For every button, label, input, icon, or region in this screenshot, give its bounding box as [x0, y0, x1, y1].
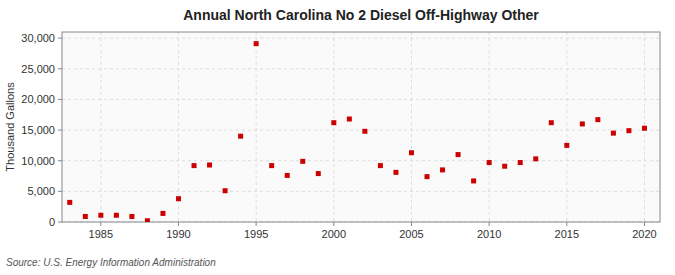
plot-area	[62, 32, 660, 222]
y-tick-label: 0	[49, 216, 55, 228]
tick-mark	[58, 99, 62, 100]
y-tick-label: 30,000	[21, 32, 55, 44]
point	[440, 167, 445, 172]
tick-mark	[178, 222, 179, 226]
points	[67, 41, 647, 222]
point	[564, 143, 569, 148]
x-tick-label: 1985	[89, 228, 113, 240]
point	[362, 129, 367, 134]
tick-mark	[100, 222, 101, 226]
grid-line	[62, 160, 660, 161]
point	[595, 117, 600, 122]
point	[145, 218, 150, 222]
x-tick-label: 1995	[244, 228, 268, 240]
x-tick-label: 2000	[322, 228, 346, 240]
grid-line	[62, 191, 660, 192]
tick-mark	[58, 222, 62, 223]
grid-line	[62, 99, 660, 100]
y-tick-label: 15,000	[21, 124, 55, 136]
grid-line	[256, 32, 257, 222]
grid-line	[100, 32, 101, 222]
grid-line	[178, 32, 179, 222]
tick-mark	[256, 222, 257, 226]
x-tick-label: 2010	[477, 228, 501, 240]
tick-mark	[644, 222, 645, 226]
plot-frame	[62, 32, 660, 222]
y-tick-label: 10,000	[21, 155, 55, 167]
point	[207, 163, 212, 168]
point	[347, 117, 352, 122]
grid-line	[411, 32, 412, 222]
source-note: Source: U.S. Energy Information Administ…	[6, 257, 216, 268]
point	[98, 213, 103, 218]
tick-mark	[333, 222, 334, 226]
point	[160, 211, 165, 216]
y-axis-label: Thousand Gallons	[4, 82, 16, 172]
title: Annual North Carolina No 2 Diesel Off-Hi…	[183, 7, 539, 23]
y-tick-label: 25,000	[21, 63, 55, 75]
tick-mark	[411, 222, 412, 226]
point	[580, 121, 585, 126]
grid-line	[62, 38, 660, 39]
point	[316, 171, 321, 176]
point	[533, 156, 538, 161]
point	[487, 160, 492, 165]
point	[471, 178, 476, 183]
point	[300, 159, 305, 164]
point	[393, 170, 398, 175]
point	[642, 126, 647, 131]
point	[331, 120, 336, 125]
point	[518, 160, 523, 165]
point	[192, 163, 197, 168]
point	[176, 196, 181, 201]
point	[378, 163, 383, 168]
point	[502, 164, 507, 169]
grid-line	[62, 130, 660, 131]
y-tick-label: 5,000	[27, 185, 55, 197]
point	[611, 131, 616, 136]
tick-mark	[58, 130, 62, 131]
grid-line	[333, 32, 334, 222]
point	[269, 163, 274, 168]
tick-mark	[566, 222, 567, 226]
x-tick-label: 2005	[399, 228, 423, 240]
point	[129, 214, 134, 219]
grid-line	[489, 32, 490, 222]
point	[456, 152, 461, 157]
tick-mark	[58, 160, 62, 161]
tick-mark	[489, 222, 490, 226]
grid-line	[566, 32, 567, 222]
point	[549, 120, 554, 125]
chart: 1985 1990 1995 2000 2005 2010 2015 2020 0 5,000 10…	[0, 0, 675, 275]
point	[425, 174, 430, 179]
x-tick-label: 2020	[632, 228, 656, 240]
point	[67, 200, 72, 205]
point	[238, 134, 243, 139]
point	[285, 173, 290, 178]
tick-mark	[58, 38, 62, 39]
grid-line	[62, 68, 660, 69]
point	[626, 128, 631, 133]
point	[254, 41, 259, 46]
y-tick-label: 20,000	[21, 93, 55, 105]
point	[83, 214, 88, 219]
grid	[62, 32, 660, 222]
x-tick-label: 1990	[166, 228, 190, 240]
tick-mark	[58, 191, 62, 192]
point	[409, 150, 414, 155]
x-tick-label: 2015	[555, 228, 579, 240]
point	[114, 213, 119, 218]
tick-mark	[58, 68, 62, 69]
point	[223, 188, 228, 193]
